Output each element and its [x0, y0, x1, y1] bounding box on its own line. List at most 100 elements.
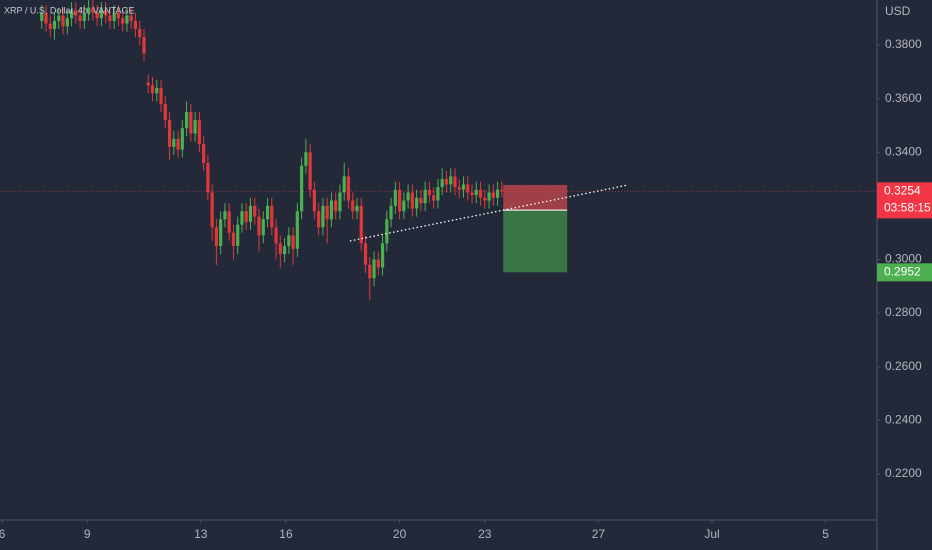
y-tick-label: 0.2400 [885, 412, 922, 426]
y-tick-label: 0.3400 [885, 144, 922, 158]
candle-body [180, 128, 184, 150]
candle-body [87, 7, 91, 13]
y-tick-label: 0.2800 [885, 305, 922, 319]
candle-body [380, 243, 385, 268]
candle-body [138, 28, 142, 37]
candle-body [376, 259, 380, 268]
candle-body [321, 205, 325, 228]
candle-body [189, 112, 193, 134]
candle-body [52, 20, 57, 29]
candle-body [300, 165, 304, 212]
candle-body [415, 197, 419, 209]
candle-body [495, 189, 500, 198]
candle-body [291, 235, 295, 249]
candle-body [436, 187, 440, 201]
candle-body [219, 219, 223, 247]
target-tag [877, 263, 932, 282]
candle-body [368, 264, 372, 279]
countdown-label: 03:58:15 [884, 201, 931, 215]
candle-body [325, 205, 329, 220]
candle-body [461, 184, 466, 190]
candle-body [393, 189, 397, 206]
candle-body [104, 10, 108, 16]
candle-body [214, 227, 219, 247]
candle-body [121, 18, 125, 24]
candle-body [65, 18, 69, 27]
candle-body [184, 112, 189, 129]
candle-body [338, 192, 342, 212]
candle-body [317, 211, 321, 228]
candle-body [449, 176, 453, 185]
candle-body [69, 10, 74, 19]
candle-body [95, 12, 99, 19]
y-tick-label: 0.3000 [885, 252, 922, 266]
candle-body [223, 211, 227, 220]
candle-body [206, 162, 210, 193]
candle-body [432, 195, 436, 201]
target-label: 0.2952 [884, 265, 921, 279]
candle-body [282, 246, 287, 255]
candle-body [304, 152, 308, 166]
candle-body [78, 15, 82, 21]
candle-body [163, 104, 167, 121]
candle-body [500, 189, 504, 192]
candle-body [82, 12, 86, 21]
candle-body [257, 216, 261, 236]
stop-zone [503, 184, 568, 211]
x-tick-label: 6 [0, 527, 6, 541]
candle-body [116, 12, 121, 19]
candle-body [155, 87, 159, 94]
candle-body [474, 189, 478, 196]
candle-body [457, 187, 461, 190]
candle-body [346, 176, 351, 201]
candle-body [202, 144, 206, 163]
candle-body [397, 189, 402, 212]
candle-body [342, 176, 346, 193]
x-tick-label: 23 [478, 527, 492, 541]
candle-body [329, 200, 334, 220]
candle-body [261, 219, 265, 236]
candle-body [355, 205, 359, 212]
candle-body [359, 205, 363, 244]
x-tick-label: 27 [592, 527, 606, 541]
candle-body [419, 197, 423, 204]
candle-body [265, 205, 270, 220]
candle-body [227, 211, 231, 233]
candle-body [312, 189, 316, 212]
candle-body [253, 205, 257, 217]
plot-area [0, 0, 877, 300]
candle-body [274, 227, 278, 244]
candle-body [248, 205, 253, 222]
candle-body [210, 192, 214, 228]
candle-body [483, 197, 487, 201]
candle-body [491, 192, 495, 198]
candle-body [142, 36, 146, 54]
candle-body [278, 243, 282, 255]
candle-body [44, 12, 48, 24]
x-tick-label: 20 [393, 527, 407, 541]
last-price-tag [877, 182, 932, 219]
candle-body [466, 184, 470, 193]
x-tick-label: Jul [704, 527, 719, 541]
candle-body [231, 232, 236, 247]
axes: 0.2200 0.2400 0.2600 0.2800 0.3000 0.3400 0.36… [0, 37, 932, 541]
candle-body [167, 120, 172, 147]
target-zone [503, 210, 568, 273]
candle-body [61, 15, 65, 27]
candle-body [244, 211, 248, 222]
candle-body [91, 7, 95, 13]
y-tick-label: 0.3800 [885, 37, 922, 51]
candle-body [146, 82, 150, 86]
last-price-label: 0.3254 [884, 184, 921, 198]
y-tick-label: 0.3600 [885, 91, 922, 105]
trendline [349, 184, 629, 242]
candle-body [240, 211, 244, 225]
candle-body [423, 189, 427, 204]
candle-body [236, 224, 240, 247]
chart-title: XRP / U.S. Dollar, 4h, VANTAGE [4, 5, 135, 15]
candle-body [363, 243, 368, 265]
candle-body [129, 15, 133, 21]
